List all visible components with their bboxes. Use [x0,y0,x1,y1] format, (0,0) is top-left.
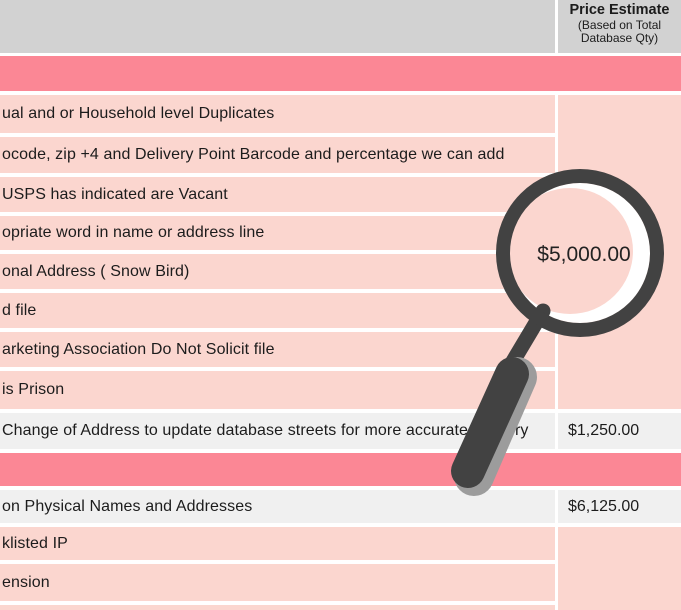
row-text: d file [2,301,37,319]
section-band-top [0,56,681,91]
table-row: ocode, zip +4 and Delivery Point Barcode… [0,137,555,173]
price-column-subtitle-line2: Database Qty) [580,30,659,45]
price-column-subtitle-line1: (Based on Total [577,17,662,32]
row-text: on Physical Names and Addresses [2,497,253,515]
price-value: $1,250.00 [568,422,640,439]
table-row: klisted IP [0,527,555,560]
table-row: is Prison [0,371,555,409]
table-row-partial [0,605,555,610]
section-band-middle [0,453,681,486]
price-column-empty-block [558,527,681,610]
table-row: USPS has indicated are Vacant [0,177,555,212]
price-cell: $6,125.00 [558,490,681,523]
table-row: opriate word in name or address line [0,216,555,250]
header-price-column: Price Estimate (Based on Total Database … [558,0,681,53]
row-text: ension [2,573,50,591]
table-row: Change of Address to update database str… [0,413,555,449]
table-row: ension [0,564,555,601]
table-row: d file [0,293,555,328]
row-text: onal Address ( Snow Bird) [2,262,190,280]
row-text: Change of Address to update database str… [2,422,529,439]
table-row: on Physical Names and Addresses [0,490,555,523]
row-text: USPS has indicated are Vacant [2,185,228,203]
table-row: arketing Association Do Not Solicit file [0,332,555,367]
table-row: onal Address ( Snow Bird) [0,254,555,289]
price-cell: $1,250.00 [558,413,681,449]
price-column-title: Price Estimate [569,2,670,18]
row-text: ual and or Household level Duplicates [2,105,275,122]
row-text: is Prison [2,381,65,398]
row-text: opriate word in name or address line [2,224,265,241]
row-text: arketing Association Do Not Solicit file [2,340,275,358]
price-column-empty-block [558,95,681,409]
table-row: ual and or Household level Duplicates [0,95,555,133]
row-text: klisted IP [2,534,68,552]
row-text: ocode, zip +4 and Delivery Point Barcode… [2,146,505,163]
header-left-cell [0,0,555,53]
price-value: $6,125.00 [568,497,640,515]
